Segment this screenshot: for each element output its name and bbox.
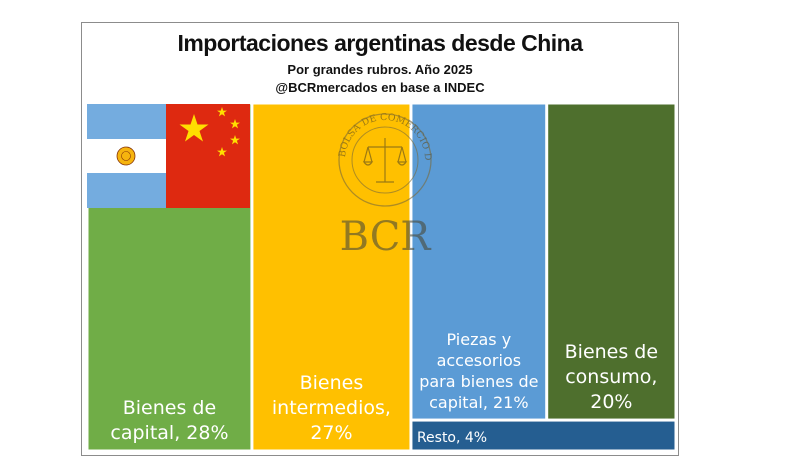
treemap-tile-resto bbox=[412, 421, 675, 450]
sun-of-may-icon bbox=[116, 146, 136, 166]
treemap-tile-intermedios bbox=[253, 104, 410, 450]
china-flag-field bbox=[166, 104, 250, 208]
chart-title: Importaciones argentinas desde China bbox=[177, 30, 583, 56]
treemap-tile-consumo bbox=[548, 104, 675, 419]
china-flag-small-star-4 bbox=[217, 147, 227, 157]
chart-subtitle: Por grandes rubros. Año 2025 bbox=[287, 62, 473, 77]
china-flag-small-star-1 bbox=[217, 107, 227, 117]
china-flag-small-star-3 bbox=[230, 135, 240, 145]
argentina-china-flags bbox=[87, 104, 250, 208]
treemap-label-capital: Bienes de capital, 28% bbox=[110, 397, 228, 444]
china-flag bbox=[166, 104, 250, 208]
treemap-labels: Bienes de capital, 28% Bienes intermedios, 2… bbox=[110, 330, 658, 446]
treemap-label-piezas: Piezas y accesorios para bienes de capital,… bbox=[419, 330, 538, 412]
chart-source: @BCRmercados en base a INDEC bbox=[275, 80, 485, 95]
treemap-label-resto: Resto, 4% bbox=[417, 430, 487, 446]
treemap-label-intermedios: Bienes intermedios, 27% bbox=[272, 372, 391, 444]
argentina-flag bbox=[87, 104, 166, 208]
treemap-label-consumo: Bienes de consumo, 20% bbox=[565, 341, 658, 413]
china-flag-large-star bbox=[179, 114, 209, 142]
scales-of-justice-icon bbox=[362, 138, 408, 183]
treemap-tile-piezas bbox=[412, 104, 546, 419]
china-flag-small-star-2 bbox=[230, 119, 240, 129]
bcr-logo-text: BCR bbox=[340, 214, 433, 260]
